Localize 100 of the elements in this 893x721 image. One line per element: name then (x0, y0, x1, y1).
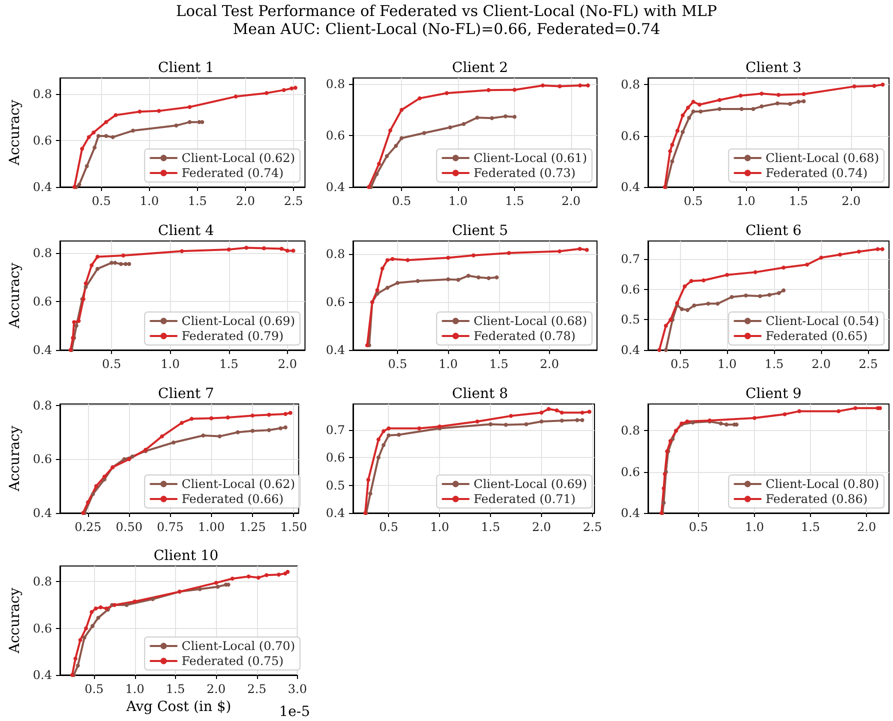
text: 1e-5 (279, 704, 310, 720)
point (94, 484, 98, 488)
point (486, 276, 491, 280)
point (288, 410, 292, 415)
point (680, 113, 685, 118)
point (244, 246, 248, 250)
point (396, 432, 401, 437)
point (668, 149, 672, 154)
point (406, 258, 410, 262)
x-tick-label: 1.5 (489, 357, 508, 371)
x-tick-label: 1.0 (736, 194, 756, 208)
x-tick-label: 1.5 (481, 520, 500, 534)
legend-label: Federated (0.78) (474, 329, 576, 343)
point (110, 135, 115, 140)
point (691, 100, 696, 104)
point (394, 144, 398, 148)
y-axis-title: Accuracy (7, 100, 23, 166)
point (388, 128, 392, 132)
point (876, 247, 880, 252)
x-tick-label: 2.5 (582, 520, 602, 534)
point (692, 303, 696, 308)
y-tick-label: 0.4 (620, 343, 640, 357)
point (686, 308, 690, 312)
legend-label: Federated (0.74) (182, 166, 284, 180)
point (96, 266, 100, 271)
y-axis-title: Accuracy (7, 426, 23, 492)
point (852, 84, 856, 88)
point (670, 159, 674, 164)
y-tick-label: 0.8 (620, 78, 640, 92)
point (267, 428, 272, 432)
point (400, 108, 404, 112)
point (376, 438, 380, 442)
point (283, 412, 288, 416)
point (366, 185, 371, 189)
point (752, 416, 756, 420)
point (246, 574, 251, 578)
point (734, 422, 739, 427)
x-tick-label: 1.0 (744, 520, 764, 534)
point (280, 246, 284, 251)
point (775, 101, 780, 106)
legend-label: Client-Local (0.62) (182, 151, 296, 165)
x-tick-label: 1.0 (718, 357, 737, 371)
point (506, 250, 511, 255)
point (98, 605, 103, 610)
y-tick-label: 0.8 (326, 77, 345, 92)
point (92, 146, 97, 150)
legend-label: Federated (0.66) (182, 492, 284, 506)
point (386, 426, 391, 430)
chart-title: Client 9 (746, 386, 802, 402)
point (880, 247, 884, 252)
y-tick-label: 0.4 (326, 506, 346, 520)
point (121, 254, 126, 258)
point (836, 409, 841, 414)
y-tick-label: 0.4 (32, 506, 52, 520)
text: Local Test Performance of Federated vs Client-Local (No-FL) with MLP (174, 2, 718, 20)
y-tick-label: 0.8 (32, 574, 52, 589)
point (560, 410, 564, 415)
point (73, 656, 78, 661)
y-tick-label: 0.4 (326, 180, 346, 194)
y-tick-label: 0.5 (326, 478, 345, 492)
point (113, 260, 118, 265)
point (290, 86, 294, 90)
y-tick-label: 0.6 (32, 452, 52, 466)
point (285, 248, 290, 253)
point (753, 270, 758, 274)
point (156, 108, 161, 113)
x-tick-label: 2.0 (236, 194, 255, 208)
point (385, 258, 390, 262)
point (293, 86, 298, 90)
y-tick-label: 0.6 (326, 295, 345, 310)
point (558, 84, 562, 88)
y-tick-label: 0.8 (32, 398, 52, 412)
y-tick-label: 0.6 (32, 134, 52, 148)
point (724, 422, 728, 427)
point (382, 429, 386, 434)
point (782, 288, 786, 292)
point (872, 84, 876, 88)
point (540, 419, 544, 424)
point (104, 120, 108, 124)
point (540, 83, 545, 88)
point (670, 142, 674, 147)
point (86, 135, 91, 140)
point (776, 291, 781, 296)
point (416, 279, 420, 284)
point (698, 102, 702, 107)
point (767, 292, 772, 297)
x-tick-label: 2.5 (858, 357, 878, 371)
x-tick-label: 1.0 (160, 357, 180, 371)
point (200, 120, 204, 124)
point (180, 420, 184, 425)
x-tick-label: 1.0 (140, 194, 159, 208)
point (366, 478, 370, 482)
y-tick-label: 0.7 (620, 252, 640, 266)
point (374, 172, 379, 176)
chart-title: Client 5 (452, 223, 508, 239)
x-tick-label: 1.5 (764, 357, 784, 371)
point (494, 275, 499, 280)
point (512, 88, 517, 92)
x-tick-label: 1.5 (219, 357, 238, 371)
point (375, 288, 380, 292)
